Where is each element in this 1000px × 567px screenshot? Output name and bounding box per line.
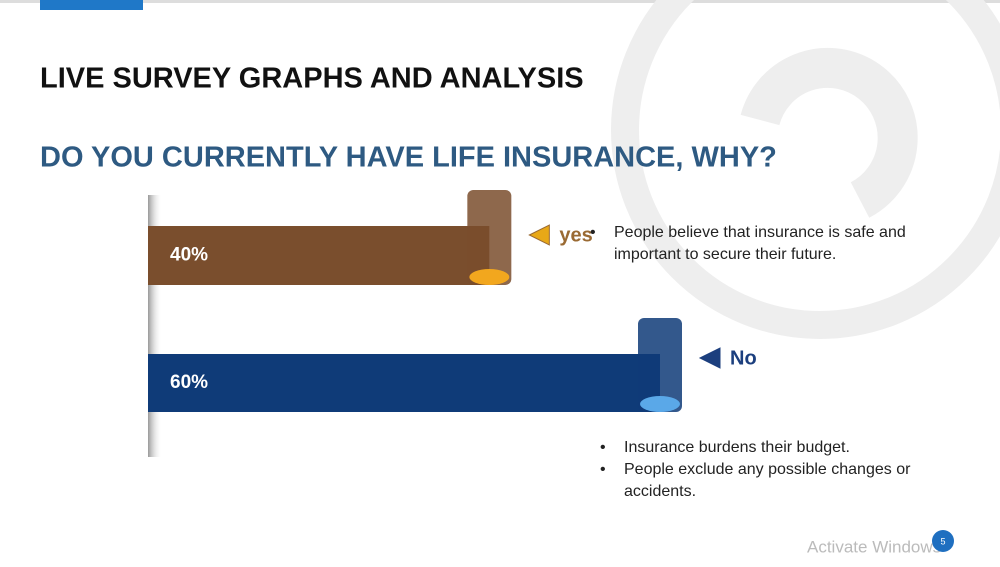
scroll-end	[640, 396, 680, 412]
note: People exclude any possible changes or a…	[600, 459, 954, 503]
note-list: People believe that insurance is safe an…	[590, 222, 934, 266]
watermark-logo	[611, 0, 1000, 339]
note-list: Insurance burdens their budget.People ex…	[600, 437, 954, 503]
pointer	[528, 224, 550, 246]
page-badge	[932, 530, 954, 552]
scroll	[638, 318, 682, 412]
scroll	[467, 190, 512, 285]
os-watermark: Activate Windows	[807, 537, 941, 556]
plot: 40% yes 60% No	[148, 190, 757, 412]
slide-heading: LIVE SURVEY GRAPHS AND ANALYSIS	[40, 63, 584, 95]
bar	[148, 226, 490, 285]
scroll-end	[469, 269, 510, 285]
category-label: No	[730, 347, 757, 369]
pointer	[698, 347, 721, 369]
value-label: 60%	[170, 372, 208, 393]
top-border	[0, 0, 1000, 3]
page-number: 5	[940, 536, 945, 546]
bar	[148, 354, 660, 412]
category-label: yes	[559, 224, 592, 246]
chart-title: DO YOU CURRENTLY HAVE LIFE INSURANCE, WH…	[40, 142, 777, 174]
accent-bar	[40, 0, 143, 10]
note: Insurance burdens their budget.	[600, 437, 954, 459]
value-label: 40%	[170, 245, 208, 266]
note: People believe that insurance is safe an…	[590, 222, 934, 266]
